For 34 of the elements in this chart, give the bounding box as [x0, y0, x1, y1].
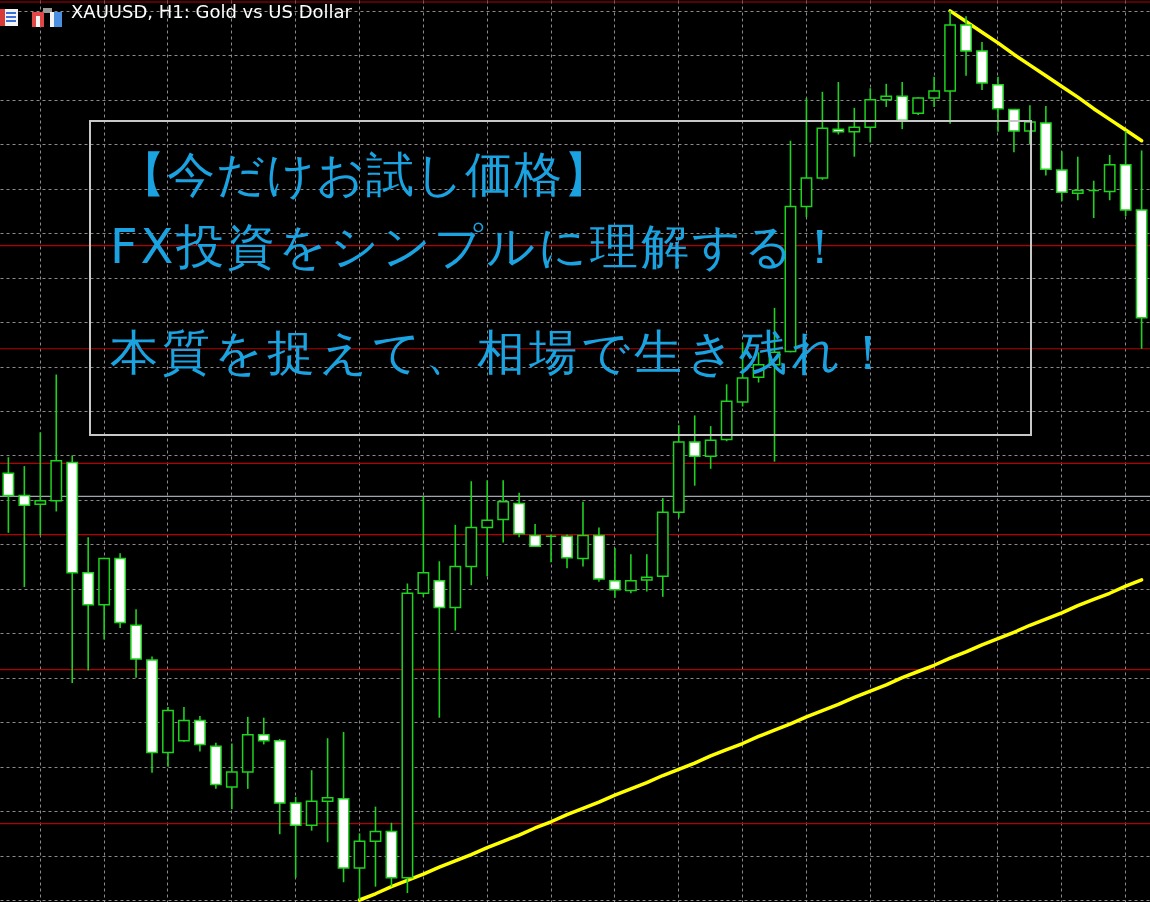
candlestick — [928, 75, 941, 108]
candlestick — [257, 716, 270, 746]
candlestick — [1055, 150, 1068, 202]
candlestick — [178, 706, 190, 743]
candlestick — [1007, 108, 1020, 154]
candlestick — [18, 465, 31, 588]
candlestick — [529, 523, 542, 547]
candlestick — [545, 533, 557, 563]
candlestick — [704, 425, 717, 470]
candlestick — [992, 75, 1004, 133]
candlestick — [289, 796, 302, 879]
candlestick — [832, 81, 845, 136]
candlestick — [688, 414, 701, 487]
candlestick — [608, 547, 621, 599]
candlestick — [624, 553, 637, 595]
candlestick — [1087, 179, 1100, 219]
candlestick — [305, 769, 318, 832]
candlestick — [1071, 155, 1084, 202]
candlestick — [896, 81, 909, 130]
candlestick — [561, 533, 573, 570]
candlestick — [577, 500, 589, 568]
candlestick — [34, 431, 47, 537]
candlestick — [321, 737, 334, 844]
candlestick — [880, 83, 893, 108]
candlestick — [225, 742, 238, 811]
annotation: 【今だけお試し価格】 — [118, 146, 612, 202]
chart-title: XAUUSD, H1: Gold vs US Dollar — [71, 1, 353, 22]
candlestick — [848, 107, 861, 158]
candlestick — [481, 479, 494, 578]
candlestick — [417, 495, 430, 598]
candlestick — [2, 456, 15, 534]
candlestick — [640, 553, 653, 593]
candlestick — [497, 479, 510, 544]
candlestick — [369, 805, 382, 888]
